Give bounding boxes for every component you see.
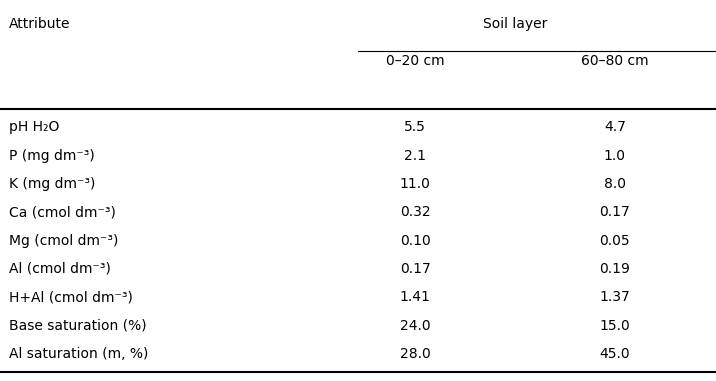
Text: 1.41: 1.41: [400, 290, 430, 304]
Text: 0.17: 0.17: [400, 262, 430, 276]
Text: 4.7: 4.7: [604, 120, 626, 134]
Text: Al saturation (m, %): Al saturation (m, %): [9, 347, 148, 361]
Text: 1.37: 1.37: [599, 290, 630, 304]
Text: 11.0: 11.0: [400, 177, 430, 191]
Text: K (mg dm⁻³): K (mg dm⁻³): [9, 177, 95, 191]
Text: 60–80 cm: 60–80 cm: [581, 54, 649, 68]
Text: 28.0: 28.0: [400, 347, 430, 361]
Text: Ca (cmol⁣ dm⁻³): Ca (cmol⁣ dm⁻³): [9, 205, 115, 219]
Text: 8.0: 8.0: [604, 177, 626, 191]
Text: Attribute: Attribute: [9, 16, 70, 30]
Text: Soil layer: Soil layer: [483, 16, 547, 30]
Text: 0.10: 0.10: [400, 234, 430, 248]
Text: Base saturation (%): Base saturation (%): [9, 319, 146, 333]
Text: 0.32: 0.32: [400, 205, 430, 219]
Text: Al (cmol⁣ dm⁻³): Al (cmol⁣ dm⁻³): [9, 262, 110, 276]
Text: 5.5: 5.5: [404, 120, 426, 134]
Text: 1.0: 1.0: [604, 149, 626, 163]
Text: 15.0: 15.0: [599, 319, 630, 333]
Text: Mg (cmol⁣ dm⁻³): Mg (cmol⁣ dm⁻³): [9, 234, 118, 248]
Text: 0.19: 0.19: [599, 262, 630, 276]
Text: 45.0: 45.0: [599, 347, 630, 361]
Text: H+Al (cmol⁣ dm⁻³): H+Al (cmol⁣ dm⁻³): [9, 290, 132, 304]
Text: 24.0: 24.0: [400, 319, 430, 333]
Text: P (mg dm⁻³): P (mg dm⁻³): [9, 149, 95, 163]
Text: pH H₂O: pH H₂O: [9, 120, 59, 134]
Text: 0–20 cm: 0–20 cm: [386, 54, 445, 68]
Text: 0.17: 0.17: [599, 205, 630, 219]
Text: 2.1: 2.1: [404, 149, 426, 163]
Text: 0.05: 0.05: [599, 234, 630, 248]
